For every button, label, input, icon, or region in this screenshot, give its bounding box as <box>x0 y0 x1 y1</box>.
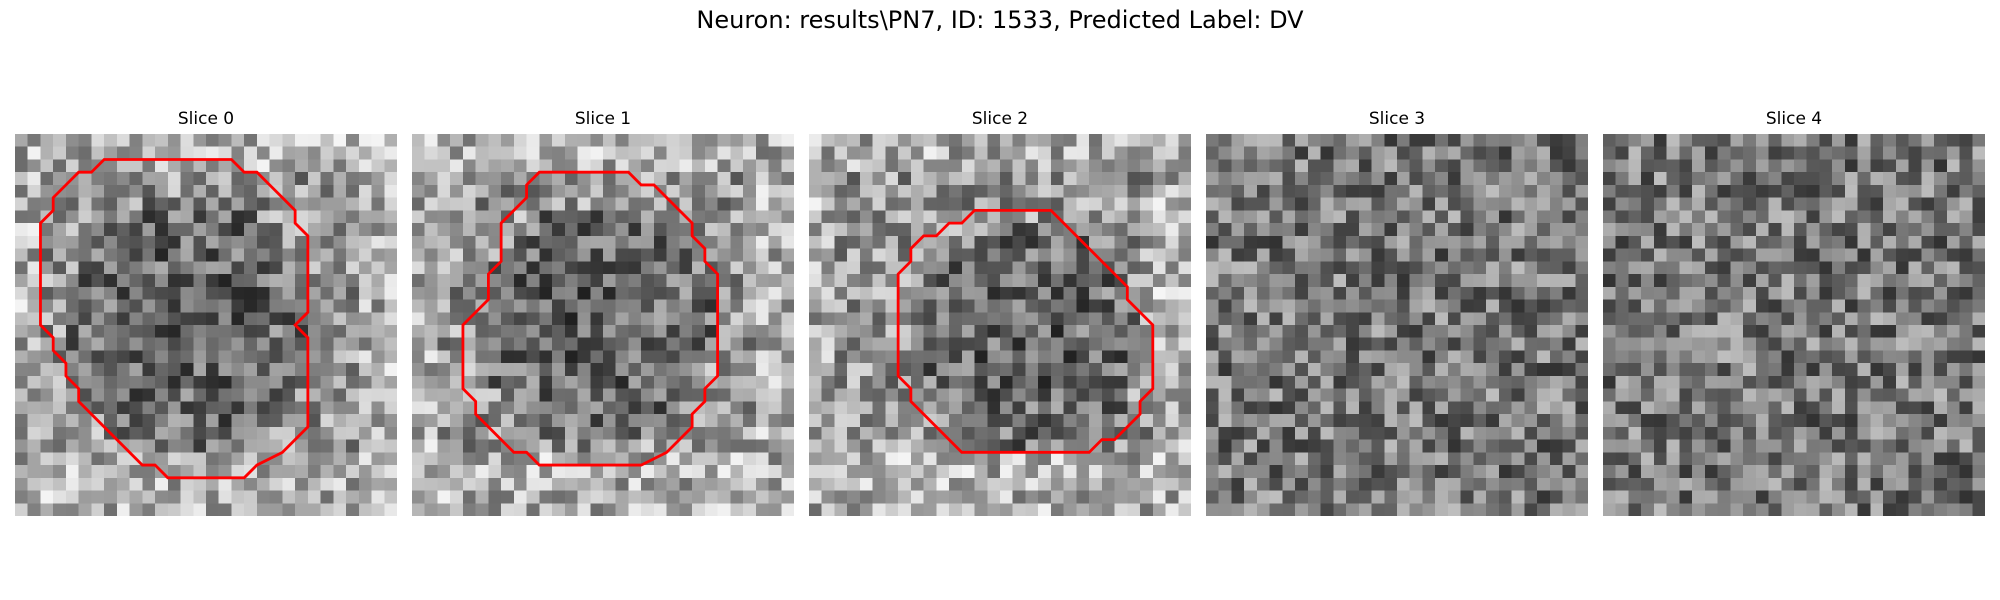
figure-title: Neuron: results\PN7, ID: 1533, Predicted… <box>696 6 1304 34</box>
neuron-contour <box>896 208 1155 454</box>
slice-title: Slice 4 <box>1765 109 1823 129</box>
slice-title: Slice 0 <box>177 109 235 129</box>
slice-image <box>412 134 794 516</box>
slice-title: Slice 3 <box>1368 109 1426 129</box>
slice-image <box>809 134 1191 516</box>
neuron-contour <box>461 170 720 467</box>
slice-image <box>1206 134 1588 516</box>
slice-title: Slice 2 <box>971 109 1029 129</box>
slice-image <box>15 134 397 516</box>
slice-image <box>1603 134 1985 516</box>
slice-title: Slice 1 <box>574 109 632 129</box>
neuron-contour <box>39 158 310 480</box>
